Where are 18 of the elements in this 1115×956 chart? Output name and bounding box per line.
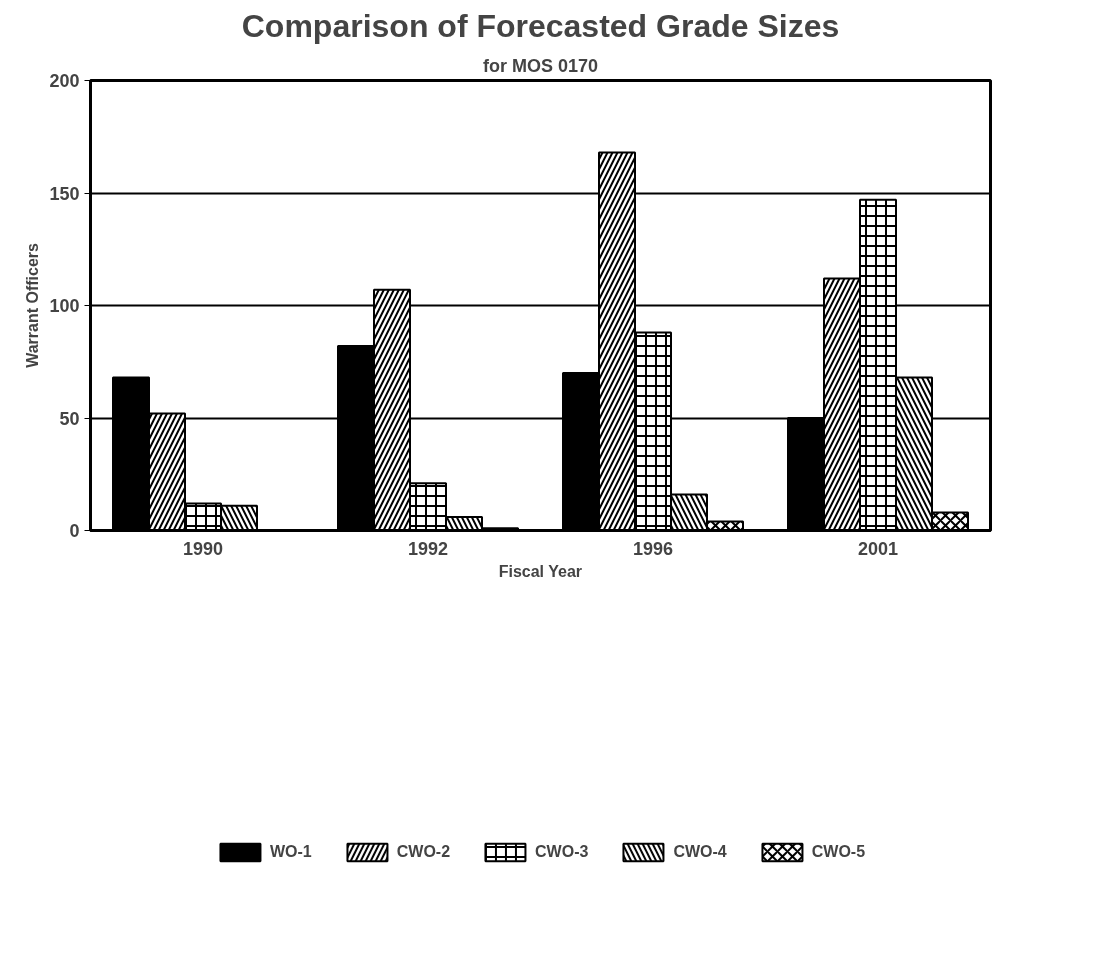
legend-label: WO-1: [269, 843, 312, 861]
y-tick-label: 200: [49, 71, 80, 91]
x-axis-title: Fiscal Year: [498, 562, 583, 580]
legend-label: CWO-3: [535, 843, 589, 861]
y-tick-label: 100: [49, 296, 80, 316]
x-tick-label: 1996: [632, 538, 674, 559]
x-tick-label: 1990: [182, 538, 224, 559]
y-tick-label: 0: [69, 521, 80, 541]
legend-label: CWO-4: [673, 843, 727, 861]
x-tick-label: 1992: [407, 538, 449, 559]
x-tick-label: 2001: [857, 538, 899, 559]
legend-label: CWO-5: [811, 843, 866, 861]
legend-label: CWO-2: [396, 843, 451, 861]
chart-title: Comparison of Forecasted Grade Sizes: [241, 7, 840, 44]
chart-subtitle: for MOS 0170: [482, 55, 599, 76]
y-axis-title: Warrant Officers: [24, 243, 42, 368]
y-tick-label: 150: [49, 183, 80, 204]
y-tick-label: 50: [59, 408, 80, 429]
